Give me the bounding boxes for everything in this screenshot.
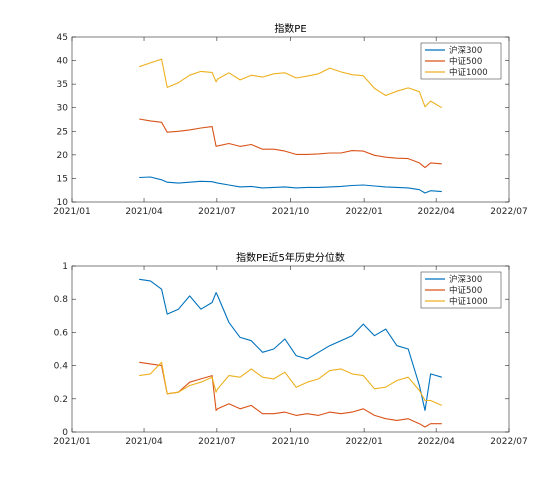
x-tick-label: 2021/01 — [53, 207, 90, 217]
y-tick-label: 15 — [57, 174, 68, 184]
y-tick-label: 25 — [57, 127, 68, 137]
chart-title: 指数PE — [274, 22, 306, 35]
x-tick-label: 2021/10 — [272, 207, 310, 217]
x-tick-label: 2022/07 — [490, 437, 527, 447]
y-tick-label: 0.6 — [54, 328, 69, 338]
y-tick-label: 1 — [62, 262, 68, 272]
series-line-2 — [139, 118, 442, 169]
series-line-1 — [139, 278, 442, 411]
chart-title: 指数PE近5年历史分位数 — [236, 251, 345, 264]
x-tick-label: 2022/01 — [345, 207, 382, 217]
y-tick-label: 40 — [57, 57, 69, 67]
x-tick-label: 2021/01 — [53, 437, 90, 447]
legend-label: 中证500 — [449, 285, 482, 296]
y-tick-label: 0.2 — [54, 395, 68, 405]
series-line-1 — [139, 176, 442, 194]
y-tick-label: 45 — [57, 33, 68, 43]
x-tick-label: 2021/07 — [198, 437, 235, 447]
y-tick-label: 10 — [57, 198, 69, 208]
x-tick-label: 2021/04 — [125, 437, 163, 447]
y-tick-label: 35 — [57, 80, 68, 90]
x-tick-label: 2022/07 — [490, 207, 527, 217]
series-line-3 — [139, 58, 443, 109]
legend-label: 沪深300 — [449, 274, 482, 285]
x-tick-label: 2022/01 — [345, 437, 382, 447]
y-tick-label: 0 — [62, 428, 68, 438]
legend-label: 中证500 — [449, 56, 482, 67]
legend-label: 中证1000 — [449, 296, 488, 307]
y-tick-label: 0.8 — [54, 295, 69, 305]
chart-panel-2: 指数PE近5年历史分位数 0 0.2 0.4 0.6 0.8 1 2021/01 2021/04… — [53, 251, 527, 447]
legend-label: 中证1000 — [449, 67, 488, 78]
x-tick-label: 2022/04 — [417, 207, 455, 217]
legend-label: 沪深300 — [449, 45, 482, 56]
x-tick-label: 2022/04 — [417, 437, 455, 447]
x-tick-label: 2021/10 — [272, 437, 310, 447]
x-tick-label: 2021/04 — [125, 207, 163, 217]
chart-panel-1: 指数PE 10 15 20 25 30 35 40 45 2021/01 2021/04 2021/0… — [53, 22, 527, 217]
series-line-3 — [139, 361, 443, 406]
series-line-2 — [139, 361, 442, 428]
y-tick-label: 30 — [57, 104, 69, 114]
x-tick-label: 2021/07 — [198, 207, 235, 217]
y-tick-label: 0.4 — [54, 362, 69, 372]
y-tick-label: 20 — [57, 151, 69, 161]
